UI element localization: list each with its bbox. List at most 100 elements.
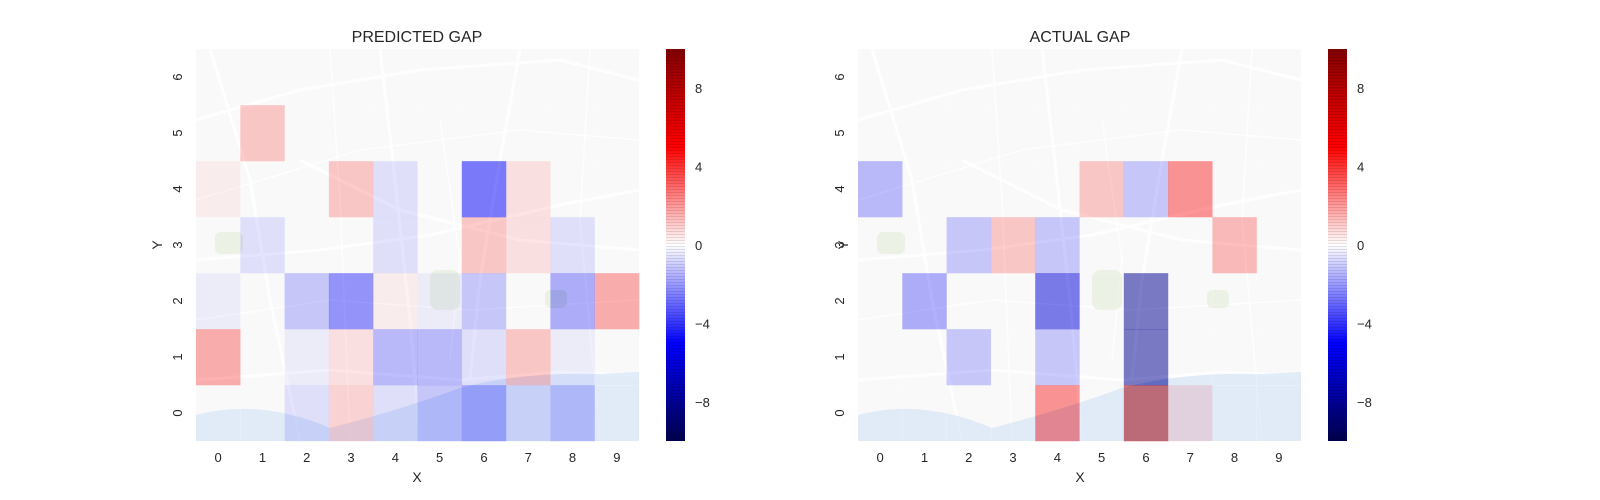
heatmap-cell: [902, 217, 947, 274]
y-tick-label: 1: [832, 353, 847, 360]
x-tick-label: 6: [480, 450, 487, 465]
heatmap-cell: [461, 273, 507, 330]
x-tick-label: 9: [1275, 450, 1282, 465]
heatmap-cell: [858, 217, 903, 274]
heatmap-cell: [550, 161, 595, 218]
x-tick-label: 0: [877, 450, 884, 465]
colorbar-tick-label: 0: [1357, 238, 1364, 253]
colorbar-tick-label: 0: [695, 238, 702, 253]
colorbar-tick-label: −8: [695, 395, 710, 410]
heatmap-cell: [1168, 273, 1213, 330]
heatmap-cell: [196, 329, 241, 386]
heatmap-cell: [1168, 329, 1213, 386]
y-tick-label: 3: [170, 241, 185, 248]
heatmap-cell: [461, 161, 507, 218]
colorbar: −8 −4 0 4 8: [1328, 49, 1372, 441]
heatmap-cell: [284, 385, 330, 442]
heatmap-cell: [594, 105, 640, 162]
x-tick-label: 2: [303, 450, 310, 465]
heatmap-cell: [990, 385, 1036, 442]
heatmap-cell: [240, 329, 285, 386]
heatmap-cell: [284, 49, 330, 106]
colorbar-tick-label: −4: [1357, 316, 1372, 331]
heatmap-cell: [550, 385, 595, 442]
heatmap-cell: [1079, 385, 1125, 442]
heatmap-cell: [328, 49, 374, 106]
y-tick-label: 0: [170, 409, 185, 416]
y-tick-label: 4: [832, 185, 847, 192]
heatmap-cell: [946, 385, 992, 442]
heatmap-cell: [946, 273, 992, 330]
colorbar-tick-label: 8: [1357, 81, 1364, 96]
heatmap-cell: [1256, 105, 1302, 162]
heatmap-cell: [946, 329, 992, 386]
heatmap-cell: [1212, 217, 1257, 274]
heatmap-cell: [506, 329, 551, 386]
x-tick-label: 2: [965, 450, 972, 465]
heatmap-cell: [240, 105, 285, 162]
heatmap-cell: [328, 329, 374, 386]
colorbar-ticks: −8 −4 0 4 8: [695, 81, 710, 410]
y-tick-label: 5: [170, 129, 185, 136]
heatmap-cell: [1079, 329, 1125, 386]
heatmap-cell: [946, 105, 992, 162]
heatmap-cell: [902, 385, 947, 442]
x-axis-label: X: [412, 469, 422, 485]
colorbar-tick-label: 8: [695, 81, 702, 96]
heatmap-cell: [1256, 217, 1302, 274]
heatmap-cell: [461, 385, 507, 442]
heatmap-cell: [1079, 105, 1125, 162]
heatmap-cell: [417, 217, 463, 274]
x-tick-label: 3: [1009, 450, 1016, 465]
panel-predicted-gap: PREDICTED GAP: [149, 29, 710, 485]
heatmap-cell: [1123, 49, 1169, 106]
heatmap-cell: [1035, 217, 1080, 274]
heatmap-cell: [1035, 49, 1080, 106]
heatmap-cell: [1123, 273, 1169, 330]
heatmap-cell: [946, 49, 992, 106]
x-tick-label: 7: [1187, 450, 1194, 465]
y-tick-label: 5: [832, 129, 847, 136]
heatmap-cell: [1256, 161, 1302, 218]
heatmap-cell: [506, 105, 551, 162]
heatmap-cell: [417, 385, 463, 442]
heatmap-cell: [196, 105, 241, 162]
heatmap-cell: [284, 273, 330, 330]
heatmap-cell: [1168, 385, 1213, 442]
y-axis-ticks: 0 1 2 3 4 5 6: [832, 73, 847, 416]
heatmap-cell: [1035, 273, 1080, 330]
heatmap-cell: [506, 217, 551, 274]
heatmap-cell: [284, 217, 330, 274]
heatmap-cell: [858, 105, 903, 162]
heatmap-cell: [902, 329, 947, 386]
x-tick-label: 8: [1231, 450, 1238, 465]
heatmap-cell: [373, 217, 418, 274]
heatmap-cell: [550, 273, 595, 330]
heatmap-cell: [461, 217, 507, 274]
colorbar-tick-label: −8: [1357, 395, 1372, 410]
heatmap-cell: [1168, 49, 1213, 106]
heatmap-cell: [946, 217, 992, 274]
x-tick-label: 0: [215, 450, 222, 465]
x-axis-ticks: 0 1 2 3 4 5 6 7 8 9: [215, 450, 621, 465]
heatmap-cell: [1079, 161, 1125, 218]
heatmap-cell: [990, 161, 1036, 218]
heatmap-cell: [990, 105, 1036, 162]
heatmap-cell: [550, 329, 595, 386]
heatmap-cells: [196, 49, 640, 442]
heatmap-cell: [990, 49, 1036, 106]
heatmap-cell: [506, 385, 551, 442]
x-tick-label: 4: [392, 450, 399, 465]
heatmap-cell: [858, 329, 903, 386]
x-tick-label: 7: [525, 450, 532, 465]
heatmap-cell: [858, 273, 903, 330]
x-axis-ticks: 0 1 2 3 4 5 6 7 8 9: [877, 450, 1283, 465]
colorbar-hatch: [1328, 49, 1347, 441]
heatmap-cell: [1123, 385, 1169, 442]
heatmap-cell: [373, 329, 418, 386]
heatmap-cell: [1035, 161, 1080, 218]
heatmap-cell: [1123, 161, 1169, 218]
heatmap-cell: [196, 49, 241, 106]
x-tick-label: 8: [569, 450, 576, 465]
